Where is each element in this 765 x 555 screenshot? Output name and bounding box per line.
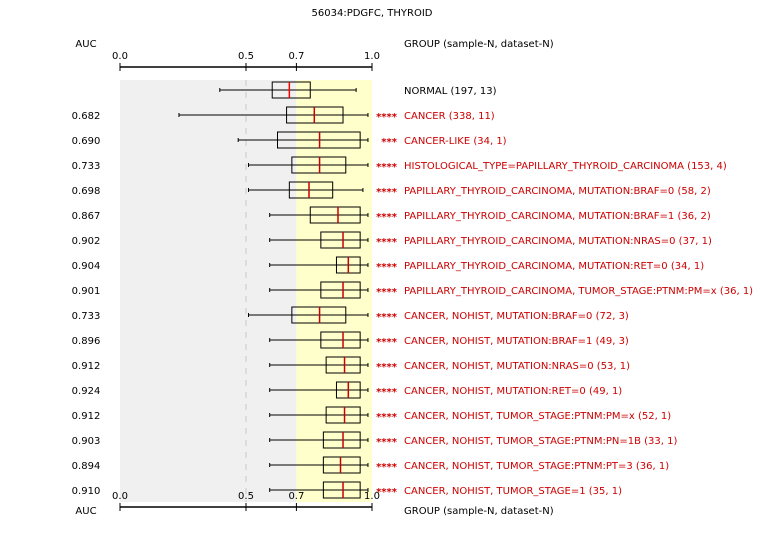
box <box>271 81 311 99</box>
significance-stars: **** <box>376 287 398 298</box>
group-label: CANCER, NOHIST, TUMOR_STAGE:PTNM:PT=3 (3… <box>404 461 669 472</box>
axis-tick-label: 0.0 <box>112 491 128 502</box>
significance-stars: **** <box>376 387 398 398</box>
boxplot-row: 0.733 **** HISTOLOGICAL_TYPE=PAPILLARY_THY… <box>72 156 727 174</box>
axis-tick-label: 1.0 <box>364 51 380 62</box>
x-axis-top: 0.0 0.5 0.7 1.0 <box>112 51 380 71</box>
significance-stars: **** <box>376 237 398 248</box>
boxplot-row: 0.682 **** CANCER (338, 11) <box>72 106 495 124</box>
box <box>320 331 361 349</box>
group-label: CANCER, NOHIST, TUMOR_STAGE:PTNM:PN=1B (… <box>404 436 677 447</box>
auc-value: 0.910 <box>72 486 101 497</box>
group-label: CANCER, NOHIST, TUMOR_STAGE=1 (35, 1) <box>404 486 622 497</box>
auc-header-top: AUC <box>75 39 96 50</box>
box <box>320 281 361 299</box>
box <box>291 306 347 324</box>
axis-tick-label: 0.7 <box>288 51 304 62</box>
boxplot-row: 0.910 **** CANCER, NOHIST, TUMOR_STAGE=1 (… <box>72 481 622 499</box>
chart-title: 56034:PDGFC, THYROID <box>312 8 433 19</box>
significance-stars: **** <box>376 337 398 348</box>
box <box>291 156 347 174</box>
auc-value: 0.894 <box>72 461 101 472</box>
axis-tick-label: 0.7 <box>288 491 304 502</box>
group-label: NORMAL (197, 13) <box>404 86 497 97</box>
axis-tick-label: 0.5 <box>238 51 254 62</box>
axis-tick-label: 0.0 <box>112 51 128 62</box>
auc-value: 0.912 <box>72 411 101 422</box>
group-header-top: GROUP (sample-N, dataset-N) <box>404 39 554 50</box>
axis-tick-label: 0.5 <box>238 491 254 502</box>
box <box>309 206 361 224</box>
auc-value: 0.924 <box>72 386 101 397</box>
boxplot-row: 0.901 **** PAPILLARY_THYROID_CARCINOMA, TU… <box>72 281 753 299</box>
significance-stars: **** <box>376 312 398 323</box>
box <box>277 131 361 149</box>
auc-value: 0.902 <box>72 236 101 247</box>
group-header-bottom: GROUP (sample-N, dataset-N) <box>404 506 554 517</box>
significance-stars: **** <box>376 212 398 223</box>
boxplot-row: 0.733 **** CANCER, NOHIST, MUTATION:BRAF=0… <box>72 306 629 324</box>
auc-value: 0.896 <box>72 336 101 347</box>
group-label: PAPILLARY_THYROID_CARCINOMA, MUTATION:BR… <box>404 186 711 197</box>
box <box>288 181 334 199</box>
boxplot-row: NORMAL (197, 13) <box>219 81 497 99</box>
significance-stars: **** <box>376 437 398 448</box>
group-label: PAPILLARY_THYROID_CARCINOMA, MUTATION:RE… <box>404 261 704 272</box>
box <box>322 481 361 499</box>
boxplot-row: 0.904 **** PAPILLARY_THYROID_CARCINOMA, MU… <box>72 256 704 274</box>
group-label: CANCER-LIKE (34, 1) <box>404 136 507 147</box>
auc-value: 0.690 <box>72 136 101 147</box>
axis-tick-label: 1.0 <box>364 491 380 502</box>
boxplot-row: 0.698 **** PAPILLARY_THYROID_CARCINOMA, MU… <box>72 181 711 199</box>
boxplot-row: 0.912 **** CANCER, NOHIST, MUTATION:NRAS=0… <box>72 356 630 374</box>
boxplot-row: 0.912 **** CANCER, NOHIST, TUMOR_STAGE:PTN… <box>72 406 671 424</box>
boxplot-row: 0.903 **** CANCER, NOHIST, TUMOR_STAGE:PTN… <box>72 431 677 449</box>
box <box>325 406 361 424</box>
significance-stars: *** <box>381 137 397 148</box>
group-label: PAPILLARY_THYROID_CARCINOMA, TUMOR_STAGE… <box>404 286 753 297</box>
auc-value: 0.698 <box>72 186 101 197</box>
group-label: CANCER, NOHIST, TUMOR_STAGE:PTNM:PM=x (5… <box>404 411 671 422</box>
auc-value: 0.904 <box>72 261 101 272</box>
boxplot-row: 0.690 *** CANCER-LIKE (34, 1) <box>72 131 507 149</box>
box <box>322 431 361 449</box>
boxplot-row: 0.867 **** PAPILLARY_THYROID_CARCINOMA, MU… <box>72 206 711 224</box>
group-label: CANCER, NOHIST, MUTATION:BRAF=1 (49, 3) <box>404 336 629 347</box>
boxplot-row: 0.896 **** CANCER, NOHIST, MUTATION:BRAF=1… <box>72 331 629 349</box>
group-label: CANCER, NOHIST, MUTATION:BRAF=0 (72, 3) <box>404 311 629 322</box>
auc-header-bottom: AUC <box>75 506 96 517</box>
significance-stars: **** <box>376 262 398 273</box>
group-label: HISTOLOGICAL_TYPE=PAPILLARY_THYROID_CARC… <box>404 161 727 172</box>
auc-value: 0.903 <box>72 436 101 447</box>
shade-band-0 <box>120 80 297 502</box>
significance-stars: **** <box>376 412 398 423</box>
auc-value: 0.901 <box>72 286 101 297</box>
significance-stars: **** <box>376 487 398 498</box>
auc-value: 0.912 <box>72 361 101 372</box>
group-label: CANCER, NOHIST, MUTATION:NRAS=0 (53, 1) <box>404 361 630 372</box>
significance-stars: **** <box>376 162 398 173</box>
box <box>325 356 361 374</box>
box <box>322 456 361 474</box>
group-label: CANCER, NOHIST, MUTATION:RET=0 (49, 1) <box>404 386 622 397</box>
group-label: PAPILLARY_THYROID_CARCINOMA, MUTATION:NR… <box>404 236 712 247</box>
boxplot-row: 0.894 **** CANCER, NOHIST, TUMOR_STAGE:PTN… <box>72 456 669 474</box>
significance-stars: **** <box>376 112 398 123</box>
boxplot-row: 0.924 **** CANCER, NOHIST, MUTATION:RET=0 … <box>72 381 622 399</box>
auc-value: 0.733 <box>72 311 101 322</box>
auc-value: 0.733 <box>72 161 101 172</box>
significance-stars: **** <box>376 462 398 473</box>
boxplot-row: 0.902 **** PAPILLARY_THYROID_CARCINOMA, MU… <box>72 231 712 249</box>
significance-stars: **** <box>376 187 398 198</box>
significance-stars: **** <box>376 362 398 373</box>
auc-value: 0.682 <box>72 111 101 122</box>
auc-value: 0.867 <box>72 211 101 222</box>
x-axis-bottom: 0.0 0.5 0.7 1.0 <box>112 491 380 511</box>
shade-band-1 <box>296 80 372 502</box>
box <box>320 231 361 249</box>
group-label: CANCER (338, 11) <box>404 111 495 122</box>
group-label: PAPILLARY_THYROID_CARCINOMA, MUTATION:BR… <box>404 211 711 222</box>
